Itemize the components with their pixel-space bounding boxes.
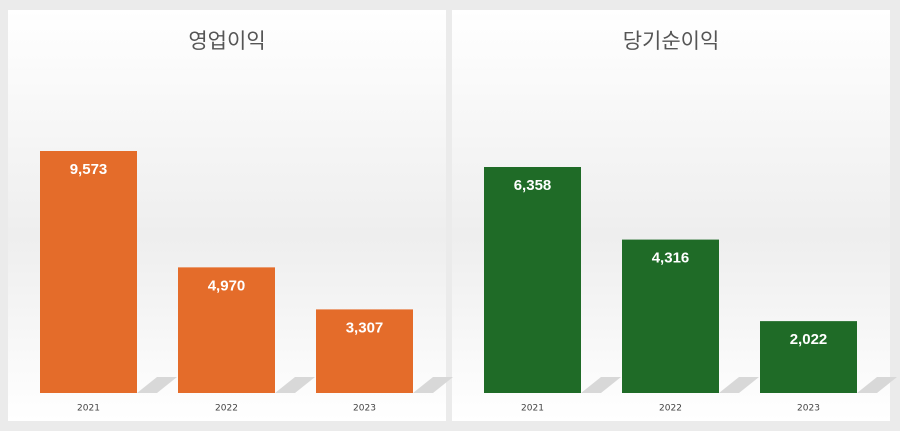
bar-shadow bbox=[857, 377, 897, 393]
value-label: 4,316 bbox=[652, 250, 690, 267]
x-tick-label: 2023 bbox=[797, 404, 820, 414]
bar-shadow bbox=[581, 377, 621, 393]
bar-shadow bbox=[719, 377, 759, 393]
value-label: 9,573 bbox=[70, 161, 108, 178]
x-tick-label: 2022 bbox=[215, 404, 238, 414]
value-label: 4,970 bbox=[208, 277, 246, 294]
bar-shadow bbox=[137, 377, 177, 393]
x-tick-label: 2022 bbox=[659, 404, 682, 414]
x-tick-label: 2023 bbox=[353, 404, 376, 414]
x-tick-label: 2021 bbox=[77, 404, 100, 414]
value-label: 3,307 bbox=[346, 319, 384, 336]
bar bbox=[622, 239, 719, 393]
value-label: 2,022 bbox=[790, 331, 828, 348]
bar-shadow bbox=[413, 377, 453, 393]
bar bbox=[178, 267, 275, 393]
bar bbox=[760, 321, 857, 393]
x-tick-label: 2021 bbox=[521, 404, 544, 414]
bar bbox=[316, 309, 413, 393]
chart-title: 영업이익 bbox=[188, 29, 265, 53]
bar bbox=[40, 151, 137, 393]
chart-title: 당기순이익 bbox=[623, 29, 720, 53]
bar bbox=[484, 167, 581, 393]
bar-shadow bbox=[275, 377, 315, 393]
value-label: 6,358 bbox=[514, 177, 552, 194]
